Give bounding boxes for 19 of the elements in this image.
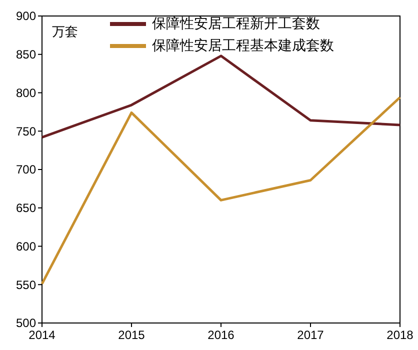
x-tick-label: 2014 — [28, 328, 56, 342]
line-series — [40, 54, 402, 139]
legend-label: 保障性安居工程基本建成套数 — [152, 37, 334, 53]
y-tick-label: 500 — [16, 316, 36, 330]
y-tick-label: 700 — [16, 162, 36, 177]
legend-label: 保障性安居工程新开工套数 — [152, 15, 320, 31]
y-tick-label: 800 — [16, 86, 36, 100]
x-tick-label: 2018 — [386, 328, 414, 342]
x-tick-label: 2015 — [118, 328, 146, 342]
y-axis-title: 万套 — [52, 24, 78, 39]
y-tick-label: 600 — [16, 239, 36, 254]
y-tick-label: 850 — [16, 48, 36, 62]
y-tick-label: 900 — [16, 9, 36, 24]
y-tick-label: 750 — [16, 124, 36, 138]
x-tick-label: 2017 — [297, 328, 324, 342]
y-tick-label: 550 — [16, 278, 36, 292]
line-series — [40, 96, 402, 286]
y-tick-label: 650 — [16, 201, 36, 216]
x-tick-label: 2016 — [208, 328, 235, 342]
